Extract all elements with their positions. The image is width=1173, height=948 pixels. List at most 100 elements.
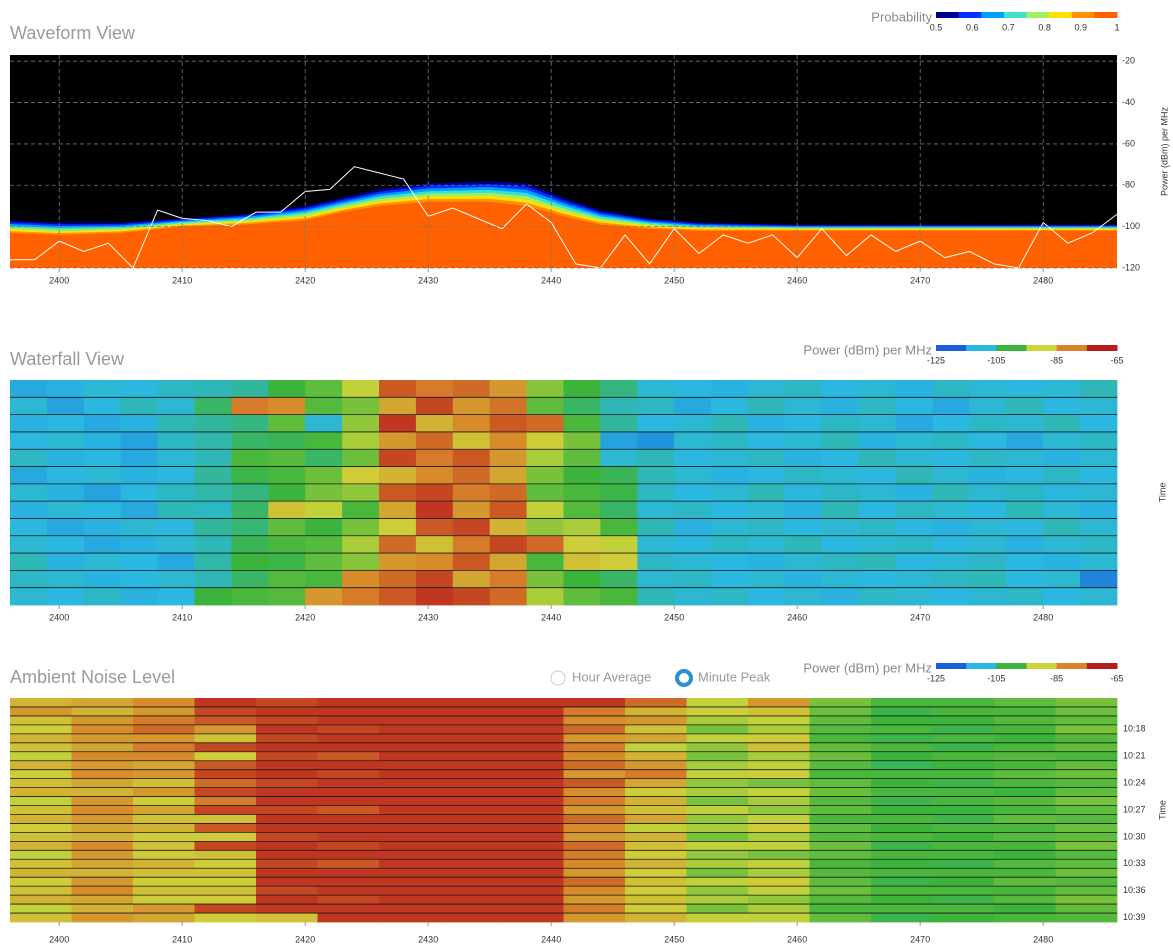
heat-cell <box>711 570 748 588</box>
heat-cell <box>490 415 527 433</box>
heat-cell <box>625 770 687 779</box>
heat-cell <box>564 752 626 761</box>
heat-cell <box>527 501 564 519</box>
heat-cell <box>810 743 872 752</box>
legend-swatch <box>936 663 967 669</box>
heat-cell <box>305 518 342 536</box>
legend-swatch <box>1004 12 1027 18</box>
heat-cell <box>441 868 503 877</box>
heat-cell <box>318 770 380 779</box>
heat-cell <box>687 850 749 859</box>
heat-cell <box>994 868 1056 877</box>
heat-cell <box>527 484 564 502</box>
heat-cell <box>871 841 933 850</box>
heat-cell <box>158 588 195 606</box>
heat-cell <box>748 868 810 877</box>
heat-cell <box>195 415 232 433</box>
heat-cell <box>10 868 72 877</box>
radio-button[interactable] <box>551 671 565 685</box>
heat-cell <box>785 380 822 398</box>
y-tick-label: 10:33 <box>1123 858 1146 868</box>
heat-cell <box>158 484 195 502</box>
heat-cell <box>133 779 195 788</box>
heat-cell <box>994 814 1056 823</box>
heat-cell <box>318 859 380 868</box>
heat-cell <box>994 895 1056 904</box>
heat-cell <box>441 886 503 895</box>
heat-cell <box>625 868 687 877</box>
heat-cell <box>318 734 380 743</box>
heat-cell <box>1080 536 1117 554</box>
heat-cell <box>1056 761 1118 770</box>
legend-swatch <box>1049 12 1072 18</box>
heat-cell <box>785 449 822 467</box>
heat-cell <box>748 380 785 398</box>
heat-cell <box>687 716 749 725</box>
heat-cell <box>933 536 970 554</box>
heat-cell <box>933 725 995 734</box>
heat-cell <box>256 797 318 806</box>
radio-label[interactable]: Minute Peak <box>698 669 771 684</box>
radio-button[interactable] <box>677 671 691 685</box>
heat-cell <box>810 904 872 913</box>
heat-cell <box>822 518 859 536</box>
heat-cell <box>625 743 687 752</box>
heat-cell <box>231 501 268 519</box>
heat-cell <box>637 467 674 485</box>
heat-cell <box>933 779 995 788</box>
heat-cell <box>527 588 564 606</box>
legend-swatch <box>966 663 997 669</box>
heat-cell <box>933 832 995 841</box>
legend-swatch <box>996 663 1027 669</box>
heat-cell <box>416 397 453 415</box>
heat-cell <box>121 484 158 502</box>
heat-cell <box>502 841 564 850</box>
heat-cell <box>256 788 318 797</box>
heat-cell <box>441 913 503 922</box>
heat-cell <box>84 570 121 588</box>
heat-cell <box>625 725 687 734</box>
heat-cell <box>441 859 503 868</box>
y-tick-label: 10:27 <box>1123 804 1146 814</box>
heat-cell <box>379 904 441 913</box>
heat-cell <box>564 868 626 877</box>
heat-cell <box>748 698 810 707</box>
heat-cell <box>10 518 47 536</box>
heat-cell <box>687 841 749 850</box>
heat-cell <box>1056 913 1118 922</box>
heat-cell <box>10 734 72 743</box>
heat-cell <box>195 886 257 895</box>
heat-cell <box>687 788 749 797</box>
heat-cell <box>10 743 72 752</box>
heat-cell <box>441 814 503 823</box>
heat-cell <box>810 859 872 868</box>
heat-cell <box>133 770 195 779</box>
y-axis-label: Time <box>1157 483 1167 503</box>
heat-cell <box>453 536 490 554</box>
heat-cell <box>10 913 72 922</box>
heat-cell <box>822 501 859 519</box>
heat-cell <box>785 536 822 554</box>
heat-cell <box>933 743 995 752</box>
heat-cell <box>1043 501 1080 519</box>
heat-cell <box>822 570 859 588</box>
legend-tick-label: 0.7 <box>1002 22 1015 32</box>
heat-cell <box>305 570 342 588</box>
heat-cell <box>748 761 810 770</box>
heat-cell <box>711 536 748 554</box>
heat-cell <box>994 877 1056 886</box>
radio-label[interactable]: Hour Average <box>572 669 651 684</box>
heat-cell <box>748 752 810 761</box>
heat-cell <box>822 484 859 502</box>
x-tick-label: 2420 <box>295 612 315 622</box>
heat-cell <box>625 734 687 743</box>
heat-cell <box>711 432 748 450</box>
heat-cell <box>994 743 1056 752</box>
heat-cell <box>416 484 453 502</box>
heat-cell <box>268 588 305 606</box>
heat-cell <box>859 536 896 554</box>
heat-cell <box>1043 467 1080 485</box>
heat-cell <box>10 467 47 485</box>
heat-cell <box>1043 553 1080 571</box>
heat-cell <box>318 886 380 895</box>
